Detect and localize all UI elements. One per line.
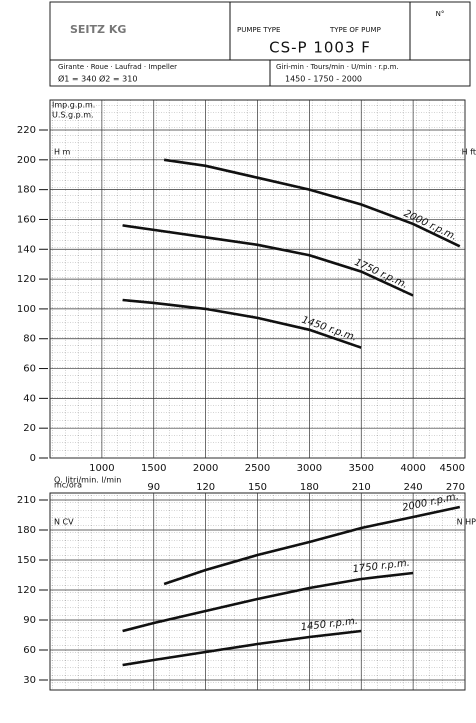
x2-tick-label: 180 [300,482,319,493]
pump-type-label: PUMPE TYPE [237,26,280,34]
y-tick-label: 30 [23,675,36,686]
y-tick-label: 80 [23,334,36,345]
x-tick-label: 4500 [440,463,465,474]
top-axis-label: U.S.g.p.m. [52,111,94,120]
impeller-diameters: Ø1 = 340 Ø2 = 310 [58,74,137,84]
x-tick-label: 2000 [193,463,218,474]
x2-tick-label: 240 [404,482,423,493]
x-tick-label: 3500 [349,463,374,474]
x-tick-label: 3000 [297,463,322,474]
x2-tick-label: 150 [248,482,267,493]
y-tick-label: 220 [17,125,36,136]
y-tick-label: 60 [23,645,36,656]
curve [122,298,362,349]
x-tick-label: 4000 [400,463,425,474]
curve [122,224,414,297]
y-tick-label: 120 [17,585,36,596]
y2-axis-label: N HP [457,518,476,527]
curve [122,571,414,633]
y-axis-label: H m [54,148,71,157]
x2-axis-label: mc/ora [54,481,82,490]
pump-model: CS-P 1003 F [269,39,371,57]
x2-tick-label: 90 [147,482,160,493]
y-tick-label: 0 [30,453,36,464]
x2-tick-label: 270 [446,482,465,493]
y-tick-label: 120 [17,274,36,285]
y2-axis-label: H ft [462,148,476,157]
y-tick-label: 20 [23,423,36,434]
y-tick-label: 180 [17,525,36,536]
impeller-label: Girante · Roue · Laufrad · Impeller [58,63,177,71]
type-of-pump-label: TYPE OF PUMP [329,26,381,34]
x-tick-label: 2500 [245,463,270,474]
company: SEITZ KG [70,23,126,36]
y-tick-label: 150 [17,555,36,566]
curve [163,505,461,586]
speed-label: Giri-min · Tours/min · U/min · r.p.m. [276,63,399,71]
y-tick-label: 160 [17,214,36,225]
top-axis-label: Imp.g.p.m. [52,101,95,110]
y-tick-label: 100 [17,304,36,315]
x-tick-label: 1000 [89,463,114,474]
y-tick-label: 140 [17,244,36,255]
curve [122,629,362,667]
x-tick-label: 1500 [141,463,166,474]
speeds: 1450 - 1750 - 2000 [285,75,362,84]
y-tick-label: 90 [23,615,36,626]
y-tick-label: 200 [17,155,36,166]
curve [163,158,461,248]
header: SEITZ KG PUMPE TYPE TYPE OF PUMP CS-P 10… [49,1,471,87]
y-tick-label: 60 [23,364,36,375]
y-tick-label: 180 [17,185,36,196]
x2-tick-label: 210 [352,482,371,493]
x2-tick-label: 120 [196,482,215,493]
y-tick-label: 210 [17,495,36,506]
header-frame [49,1,471,87]
number-label: N° [436,10,445,18]
x-axis-label: Q. litri/min. l/min [54,476,121,485]
y-axis-label: N CV [54,518,74,527]
y-tick-label: 40 [23,393,36,404]
